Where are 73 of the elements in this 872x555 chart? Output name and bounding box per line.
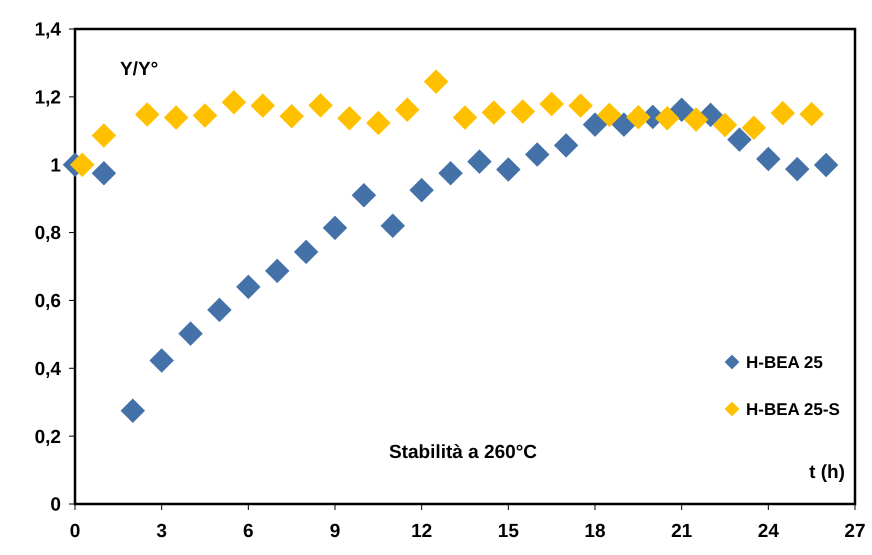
annotation: Stabilità a 260°C <box>388 442 538 463</box>
x-tick-label: 15 <box>498 521 520 542</box>
point <box>352 183 376 208</box>
point <box>654 106 680 130</box>
legend-label: H-BEA 25-S <box>746 400 840 419</box>
point <box>626 104 651 130</box>
point <box>308 93 333 118</box>
y-tick-label: 0,2 <box>34 426 61 448</box>
point <box>568 93 593 118</box>
x-tick-label: 21 <box>671 521 693 542</box>
x-tick-label: 27 <box>844 521 866 542</box>
point <box>92 160 116 186</box>
point <box>409 178 434 202</box>
point <box>250 93 276 118</box>
y-tick-label: 0,4 <box>34 358 62 380</box>
point <box>192 103 218 128</box>
point <box>510 99 536 124</box>
point <box>438 160 463 186</box>
y-tick-label: 0 <box>50 494 61 516</box>
point <box>539 92 564 116</box>
point <box>814 152 838 178</box>
y-tick-label: 1,2 <box>34 88 61 109</box>
point <box>236 274 261 300</box>
point <box>322 216 348 240</box>
point <box>149 348 174 373</box>
y-tick-label: 0,8 <box>34 223 61 244</box>
point <box>684 107 708 132</box>
point <box>222 90 246 115</box>
point <box>178 321 203 346</box>
point <box>134 102 160 127</box>
point <box>669 98 694 122</box>
y-tick-label: 1,4 <box>34 20 62 41</box>
x-tick-label: 18 <box>584 521 606 542</box>
legend-label: H-BEA 25 <box>746 352 823 372</box>
point <box>756 146 781 172</box>
point <box>70 152 94 177</box>
x-tick-label: 12 <box>411 521 432 542</box>
point <box>554 133 578 158</box>
point <box>612 112 636 137</box>
x-tick-label: 24 <box>758 521 780 542</box>
point <box>482 100 506 125</box>
point <box>524 142 550 167</box>
point <box>742 115 766 140</box>
point <box>799 102 824 126</box>
point <box>92 123 116 148</box>
x-tick-label: 6 <box>243 521 254 542</box>
point <box>380 214 406 238</box>
x-axis-title: t (h) <box>809 462 845 483</box>
point <box>264 258 290 284</box>
point <box>467 149 492 174</box>
point <box>120 398 146 423</box>
x-tick-label: 9 <box>330 521 340 542</box>
point <box>294 240 318 264</box>
point <box>207 298 232 322</box>
point <box>582 112 608 137</box>
point <box>164 105 188 130</box>
x-tick-label: 3 <box>156 521 167 542</box>
point <box>424 69 448 94</box>
point <box>337 106 362 130</box>
point <box>727 127 752 152</box>
point <box>784 156 810 182</box>
x-tick-label: 0 <box>70 521 80 542</box>
point <box>496 157 521 182</box>
y-tick-label: 0,6 <box>34 291 61 312</box>
point <box>597 102 622 128</box>
point <box>452 105 478 130</box>
y-axis-title: Y/Y° <box>120 59 158 80</box>
point <box>712 112 738 138</box>
y-tick-label: 1 <box>50 155 62 176</box>
point <box>279 104 304 128</box>
point <box>770 100 796 126</box>
point <box>394 98 420 122</box>
point <box>366 110 391 136</box>
